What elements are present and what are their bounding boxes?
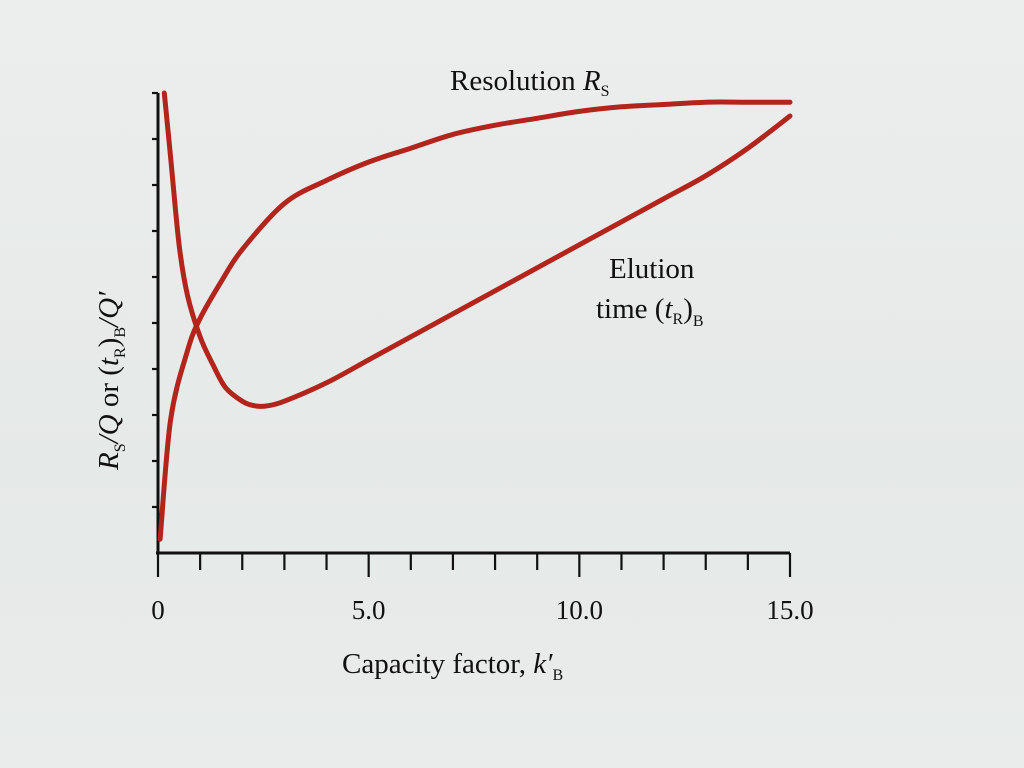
axis-ticks [152,91,792,577]
resolution-curve-label: Resolution RS [450,65,610,100]
y-axis-label: RS/Q or (tR)B/Q′ [93,291,129,471]
chart-curves [157,90,793,542]
elution-time-curve [161,90,793,409]
elution-curve-label-line1: Elution [609,253,695,285]
x-axis-label: Capacity factor, k′B [342,648,563,684]
elution-curve-label-line2: time (tR)B [596,293,704,330]
x-tick-labels: 0 5.0 10.0 15.0 [151,595,813,625]
x-tick-label: 0 [151,595,165,625]
x-tick-label: 15.0 [766,595,813,625]
x-tick-label: 5.0 [352,595,386,625]
x-tick-label: 10.0 [556,595,603,625]
